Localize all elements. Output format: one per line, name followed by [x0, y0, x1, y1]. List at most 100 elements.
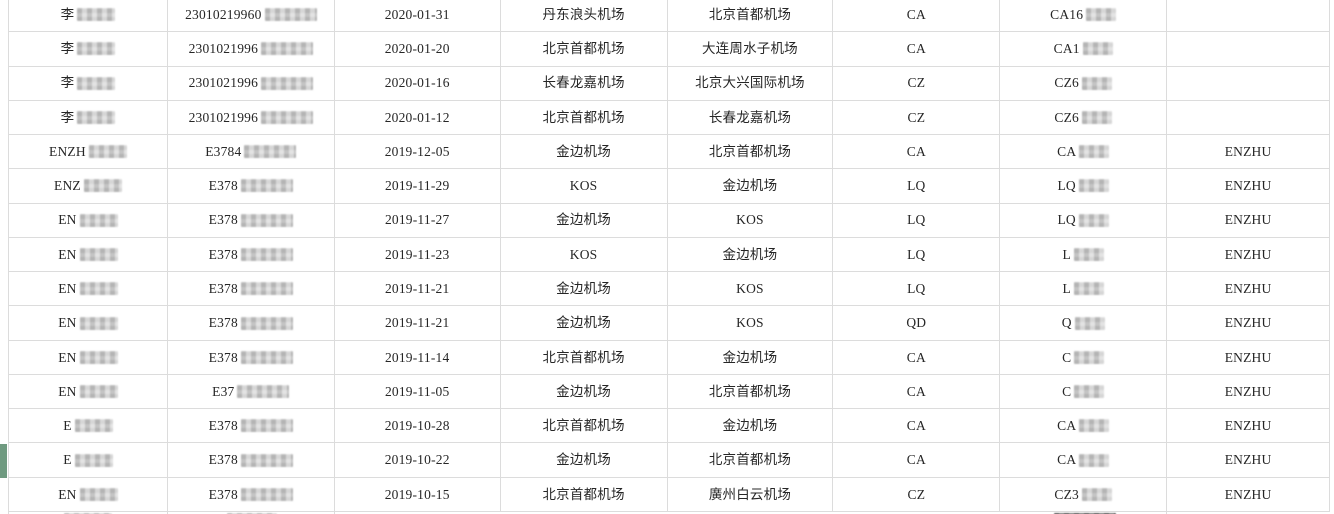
table-row[interactable]: EN E378 2019-11-14 北京首都机场 金边机场 CA C ENZH…	[9, 340, 1330, 375]
cell-flight-number[interactable]: Q	[1000, 306, 1168, 340]
cell-account-name[interactable]	[1167, 100, 1330, 135]
cell-id-number[interactable]: E378	[168, 237, 335, 272]
table-row[interactable]: EN E378 2019-11-21 金边机场 KOS QD Q ENZHU	[9, 306, 1330, 341]
cell-arrival-airport[interactable]: 北京首都机场	[668, 135, 834, 169]
cell-flight-number[interactable]: LQ	[1000, 203, 1168, 237]
cell-departure-airport[interactable]: 金边机场	[501, 203, 668, 237]
cell-flight-number[interactable]: L	[1000, 272, 1168, 306]
table-row[interactable]: E E378 2019-10-28 北京首都机场 金边机场 CA CA ENZH…	[9, 409, 1330, 444]
cell-account-name[interactable]	[1167, 32, 1330, 66]
cell-arrival-airport[interactable]: KOS	[668, 272, 834, 306]
cell-id-number[interactable]	[168, 511, 335, 514]
cell-airline-code[interactable]: CA	[833, 32, 1001, 66]
cell-flight-date[interactable]: 2019-10-28	[335, 409, 501, 443]
cell-passenger-name[interactable]: E	[9, 443, 168, 477]
cell-flight-date[interactable]: 2019-11-29	[335, 169, 501, 203]
cell-account-name[interactable]: ENZHU	[1167, 306, 1330, 340]
cell-account-name[interactable]: ENZHU	[1167, 203, 1330, 237]
cell-flight-date[interactable]: 2020-01-12	[335, 100, 501, 135]
cell-id-number[interactable]: E378	[168, 443, 335, 477]
cell-airline-code[interactable]: LQ	[833, 237, 1001, 272]
cell-flight-number[interactable]: CZ3	[1000, 477, 1168, 511]
table-row[interactable]: ENZ E378 2019-11-29 KOS 金边机场 LQ LQ ENZHU	[9, 169, 1330, 204]
cell-passenger-name[interactable]: EN	[9, 306, 168, 340]
cell-arrival-airport[interactable]: 大连周水子机场	[668, 32, 834, 66]
cell-arrival-airport[interactable]: 北京首都机场	[668, 374, 834, 409]
cell-flight-date[interactable]: 2019-10-15	[335, 477, 501, 511]
cell-departure-airport[interactable]: KOS	[501, 237, 668, 272]
cell-passenger-name[interactable]: ENZH	[9, 135, 168, 169]
cell-passenger-name[interactable]: 李	[9, 0, 168, 32]
cell-flight-date[interactable]: 2019-11-05	[335, 374, 501, 409]
table-row-partial[interactable]	[9, 511, 1330, 514]
cell-account-name[interactable]: ENZHU	[1167, 135, 1330, 169]
cell-id-number[interactable]: 23010219960	[168, 0, 335, 32]
cell-flight-number[interactable]: CA	[1000, 135, 1168, 169]
cell-arrival-airport[interactable]: 廣州白云机场	[668, 477, 834, 511]
cell-account-name[interactable]	[1167, 66, 1330, 100]
table-row[interactable]: 李 23010219960 2020-01-31 丹东浪头机场 北京首都机场 C…	[9, 0, 1330, 33]
table-row[interactable]: EN E378 2019-11-23 KOS 金边机场 LQ L ENZHU	[9, 237, 1330, 273]
cell-flight-date[interactable]: 2020-01-20	[335, 32, 501, 66]
cell-account-name[interactable]	[1167, 0, 1330, 32]
table-row[interactable]: EN E378 2019-11-27 金边机场 KOS LQ LQ ENZHU	[9, 203, 1330, 238]
cell-passenger-name[interactable]: 李	[9, 66, 168, 100]
cell-flight-number[interactable]: CA16	[1000, 0, 1168, 32]
cell-id-number[interactable]: E378	[168, 203, 335, 237]
cell-flight-date[interactable]: 2019-10-22	[335, 443, 501, 477]
cell-airline-code[interactable]: CZ	[833, 477, 1001, 511]
cell-departure-airport[interactable]: 北京首都机场	[501, 340, 668, 374]
cell-departure-airport[interactable]: KOS	[501, 169, 668, 203]
cell-id-number[interactable]: E378	[168, 409, 335, 443]
cell-departure-airport[interactable]: 丹东浪头机场	[501, 0, 668, 32]
cell-passenger-name[interactable]: E	[9, 409, 168, 443]
cell-airline-code[interactable]: CA	[833, 0, 1001, 32]
cell-arrival-airport[interactable]: KOS	[668, 306, 834, 340]
cell-flight-number[interactable]: C	[1000, 340, 1168, 374]
cell-id-number[interactable]: E37	[168, 374, 335, 409]
cell-account-name[interactable]: ENZHU	[1167, 443, 1330, 477]
cell-arrival-airport[interactable]: KOS	[668, 203, 834, 237]
cell-passenger-name[interactable]: EN	[9, 340, 168, 374]
cell-departure-airport[interactable]: 金边机场	[501, 272, 668, 306]
cell-id-number[interactable]: E3784	[168, 135, 335, 169]
cell-departure-airport[interactable]: 北京首都机场	[501, 409, 668, 443]
cell-flight-date[interactable]: 2019-11-23	[335, 237, 501, 272]
cell-airline-code[interactable]: QD	[833, 306, 1001, 340]
cell-flight-number[interactable]: CZ6	[1000, 66, 1168, 100]
cell-departure-airport[interactable]: 北京首都机场	[501, 100, 668, 135]
cell-departure-airport[interactable]: 金边机场	[501, 135, 668, 169]
table-row[interactable]: 李 2301021996 2020-01-12 北京首都机场 长春龙嘉机场 CZ…	[9, 100, 1330, 136]
cell-passenger-name[interactable]: 李	[9, 100, 168, 135]
cell-airline-code[interactable]: CA	[833, 135, 1001, 169]
cell-flight-number[interactable]: CA	[1000, 443, 1168, 477]
cell-id-number[interactable]: 2301021996	[168, 32, 335, 66]
cell-flight-date[interactable]: 2020-01-31	[335, 0, 501, 32]
table-row[interactable]: ENZH E3784 2019-12-05 金边机场 北京首都机场 CA CA …	[9, 135, 1330, 170]
cell-id-number[interactable]: E378	[168, 169, 335, 203]
table-row[interactable]: EN E378 2019-10-15 北京首都机场 廣州白云机场 CZ CZ3 …	[9, 477, 1330, 512]
cell-departure-airport[interactable]: 金边机场	[501, 374, 668, 409]
cell-passenger-name[interactable]: EN	[9, 374, 168, 409]
cell-passenger-name[interactable]: EN	[9, 203, 168, 237]
cell-passenger-name[interactable]: ENZ	[9, 169, 168, 203]
table-row[interactable]: EN E37 2019-11-05 金边机场 北京首都机场 CA C ENZHU	[9, 374, 1330, 410]
cell-departure-airport[interactable]: 北京首都机场	[501, 32, 668, 66]
cell-airline-code[interactable]: CA	[833, 409, 1001, 443]
cell-account-name[interactable]: ENZHU	[1167, 374, 1330, 409]
cell-flight-number[interactable]: L	[1000, 237, 1168, 272]
cell-airline-code[interactable]: CA	[833, 443, 1001, 477]
cell-arrival-airport[interactable]: 北京首都机场	[668, 443, 834, 477]
cell-flight-date[interactable]: 2019-12-05	[335, 135, 501, 169]
cell-airline-code[interactable]: CA	[833, 374, 1001, 409]
cell-arrival-airport[interactable]: 金边机场	[668, 409, 834, 443]
cell-flight-number[interactable]: CA1	[1000, 32, 1168, 66]
cell-arrival-airport[interactable]: 金边机场	[668, 237, 834, 272]
table-row[interactable]: 李 2301021996 2020-01-16 长春龙嘉机场 北京大兴国际机场 …	[9, 66, 1330, 101]
cell-id-number[interactable]: E378	[168, 340, 335, 374]
cell-arrival-airport[interactable]: 北京首都机场	[668, 0, 834, 32]
cell-arrival-airport[interactable]: 长春龙嘉机场	[668, 100, 834, 135]
table-row[interactable]: E E378 2019-10-22 金边机场 北京首都机场 CA CA ENZH…	[9, 443, 1330, 478]
cell-airline-code[interactable]: LQ	[833, 272, 1001, 306]
cell-flight-number[interactable]: C	[1000, 374, 1168, 409]
